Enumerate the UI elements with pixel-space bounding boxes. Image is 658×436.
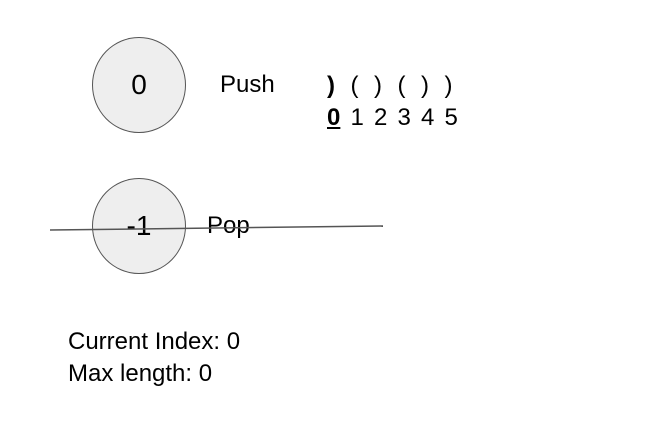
sequence-index-1: 1 bbox=[350, 104, 364, 131]
pop-label: Pop bbox=[207, 212, 250, 239]
sequence-index-2: 2 bbox=[374, 104, 388, 131]
stack-top-value: 0 bbox=[131, 69, 147, 100]
sequence-index-3: 3 bbox=[397, 104, 411, 131]
popped-stack-value: -1 bbox=[126, 210, 152, 241]
sequence-char-5: ) bbox=[444, 72, 453, 99]
sequence-char-3: ( bbox=[397, 72, 406, 99]
max-length-text: Max length: 0 bbox=[68, 360, 213, 387]
sequence-index-5: 5 bbox=[444, 104, 458, 131]
sequence-char-2: ) bbox=[374, 72, 382, 99]
parentheses-sequence: ) () ()) bbox=[327, 74, 468, 98]
sequence-char-0: ) bbox=[327, 72, 335, 99]
sequence-char-4: ) bbox=[421, 72, 429, 99]
sequence-index-4: 4 bbox=[421, 104, 435, 131]
push-label: Push bbox=[220, 71, 275, 98]
sequence-index-0: 0 bbox=[327, 104, 341, 131]
stack-top-node: 0 bbox=[92, 37, 186, 133]
current-index-text: Current Index: 0 bbox=[68, 328, 241, 355]
sequence-char-1: ( bbox=[350, 72, 359, 99]
popped-stack-node: -1 bbox=[92, 178, 186, 274]
